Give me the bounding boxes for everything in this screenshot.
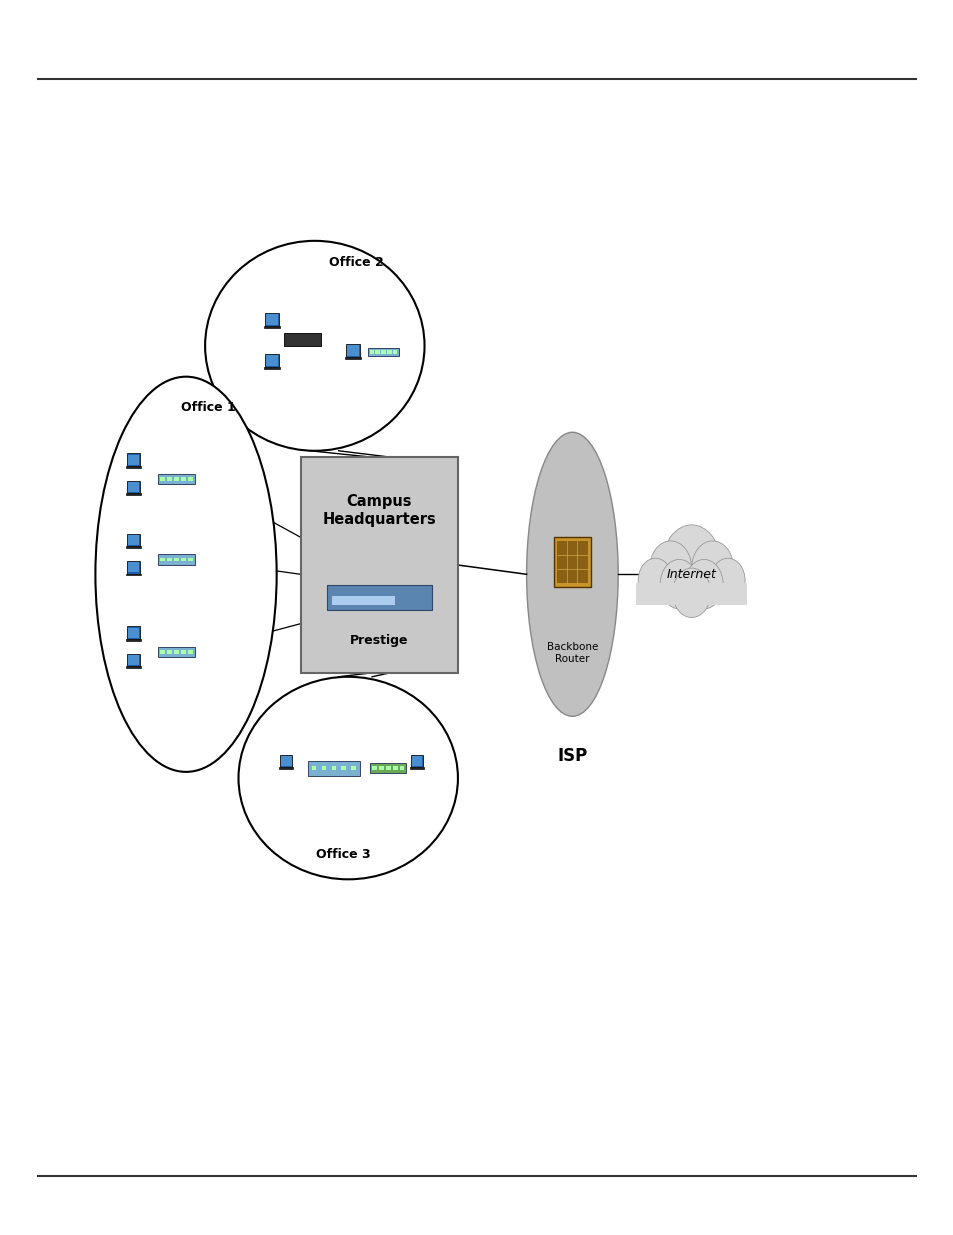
Bar xyxy=(378,766,383,771)
FancyBboxPatch shape xyxy=(279,755,293,767)
FancyBboxPatch shape xyxy=(284,333,320,346)
Bar xyxy=(167,650,172,655)
Bar xyxy=(160,650,165,655)
FancyBboxPatch shape xyxy=(554,537,590,587)
Text: Prestige: Prestige xyxy=(350,634,408,647)
FancyBboxPatch shape xyxy=(127,480,140,493)
FancyBboxPatch shape xyxy=(128,482,139,492)
FancyBboxPatch shape xyxy=(265,353,278,367)
FancyBboxPatch shape xyxy=(128,535,139,545)
FancyBboxPatch shape xyxy=(128,562,139,572)
FancyBboxPatch shape xyxy=(126,546,141,548)
Circle shape xyxy=(672,568,710,618)
Bar xyxy=(181,477,186,480)
Text: Office 1: Office 1 xyxy=(181,401,235,415)
Bar xyxy=(341,766,346,771)
FancyBboxPatch shape xyxy=(265,312,278,326)
FancyBboxPatch shape xyxy=(266,354,277,366)
Bar xyxy=(321,766,326,771)
FancyBboxPatch shape xyxy=(266,314,277,325)
Bar xyxy=(399,766,404,771)
FancyBboxPatch shape xyxy=(278,767,294,769)
FancyBboxPatch shape xyxy=(127,453,140,466)
FancyBboxPatch shape xyxy=(128,454,139,464)
Bar xyxy=(636,583,746,605)
FancyBboxPatch shape xyxy=(346,343,359,357)
Bar xyxy=(385,766,390,771)
FancyBboxPatch shape xyxy=(126,466,141,468)
Circle shape xyxy=(710,558,744,603)
Bar xyxy=(393,351,397,353)
FancyBboxPatch shape xyxy=(410,755,423,767)
Bar xyxy=(181,650,186,655)
FancyBboxPatch shape xyxy=(280,756,292,766)
FancyBboxPatch shape xyxy=(307,761,359,776)
FancyBboxPatch shape xyxy=(126,638,141,641)
Bar xyxy=(331,766,335,771)
Bar xyxy=(160,477,165,480)
Bar xyxy=(181,557,186,561)
Circle shape xyxy=(691,541,733,595)
Ellipse shape xyxy=(526,432,618,716)
FancyBboxPatch shape xyxy=(264,326,279,329)
Ellipse shape xyxy=(205,241,424,451)
Bar xyxy=(188,650,193,655)
Circle shape xyxy=(659,559,698,609)
FancyBboxPatch shape xyxy=(126,573,141,576)
Ellipse shape xyxy=(95,377,276,772)
FancyBboxPatch shape xyxy=(332,597,395,605)
FancyBboxPatch shape xyxy=(409,767,424,769)
FancyBboxPatch shape xyxy=(370,763,406,773)
FancyBboxPatch shape xyxy=(127,653,140,666)
FancyBboxPatch shape xyxy=(128,627,139,637)
FancyBboxPatch shape xyxy=(127,561,140,573)
Circle shape xyxy=(684,559,722,609)
Bar xyxy=(351,766,355,771)
Circle shape xyxy=(638,558,672,603)
FancyBboxPatch shape xyxy=(411,756,422,766)
Bar xyxy=(188,557,193,561)
FancyBboxPatch shape xyxy=(347,345,358,356)
FancyBboxPatch shape xyxy=(368,347,398,357)
Text: Campus
Headquarters: Campus Headquarters xyxy=(322,494,436,527)
Bar xyxy=(372,766,376,771)
Bar xyxy=(393,766,397,771)
FancyBboxPatch shape xyxy=(300,457,457,673)
Bar xyxy=(312,766,316,771)
Text: Internet: Internet xyxy=(666,568,716,580)
Circle shape xyxy=(649,541,691,595)
FancyBboxPatch shape xyxy=(128,655,139,664)
FancyBboxPatch shape xyxy=(158,647,194,657)
Text: Backbone
Router: Backbone Router xyxy=(546,642,598,663)
Bar xyxy=(160,557,165,561)
Bar xyxy=(381,351,385,353)
Circle shape xyxy=(662,525,720,599)
Text: Office 2: Office 2 xyxy=(329,256,383,269)
Bar xyxy=(369,351,374,353)
Text: Office 3: Office 3 xyxy=(315,847,371,861)
FancyBboxPatch shape xyxy=(126,493,141,495)
Bar xyxy=(375,351,379,353)
FancyBboxPatch shape xyxy=(326,585,431,610)
Bar xyxy=(173,557,179,561)
FancyBboxPatch shape xyxy=(127,626,140,638)
FancyBboxPatch shape xyxy=(158,555,194,564)
FancyBboxPatch shape xyxy=(126,666,141,668)
FancyBboxPatch shape xyxy=(557,541,587,583)
Bar xyxy=(167,477,172,480)
FancyBboxPatch shape xyxy=(127,534,140,546)
Bar xyxy=(173,650,179,655)
Bar xyxy=(167,557,172,561)
Bar xyxy=(173,477,179,480)
Ellipse shape xyxy=(238,677,457,879)
Text: ISP: ISP xyxy=(557,747,587,766)
FancyBboxPatch shape xyxy=(264,367,279,369)
FancyBboxPatch shape xyxy=(158,474,194,484)
Bar xyxy=(188,477,193,480)
Bar xyxy=(387,351,392,353)
FancyBboxPatch shape xyxy=(345,357,360,359)
